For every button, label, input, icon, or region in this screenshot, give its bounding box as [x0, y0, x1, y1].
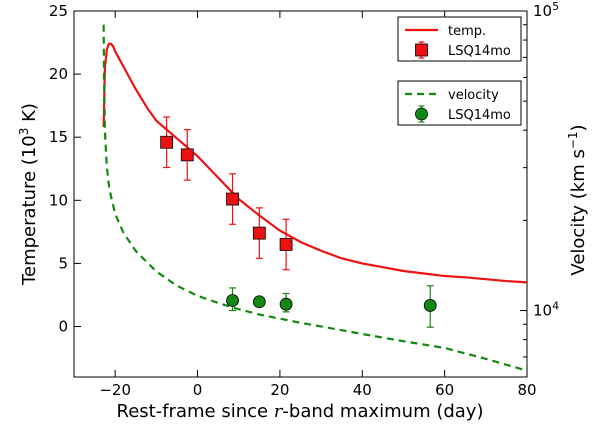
legend: temp. LSQ14mo velocity LSQ14mo — [397, 16, 522, 126]
legend-label: velocity — [448, 88, 499, 103]
axis-labels: Rest-frame since r-band maximum (day) Te… — [17, 103, 589, 422]
temperature-data-point — [180, 148, 194, 162]
axis-ticks: −20 0 20 40 60 80 0 5 10 15 20 25 104 105 — [49, 0, 559, 399]
legend-label: LSQ14mo — [448, 44, 511, 59]
plot-area-frame — [73, 10, 528, 378]
y-left-tick-label: 10 — [49, 191, 68, 209]
x-tick-label: 80 — [517, 381, 536, 399]
temperature-data-point — [226, 192, 239, 206]
velocity-data-point — [279, 297, 293, 311]
velocity-model-line — [102, 24, 527, 372]
y-axis-right-label: Velocity (km s−1) — [566, 124, 589, 275]
x-tick-label: −20 — [99, 381, 131, 399]
x-tick-label: 40 — [353, 381, 372, 399]
y-right-tick-label: 104 — [533, 299, 559, 320]
velocity-data-point — [252, 295, 266, 309]
y-left-tick-label: 15 — [49, 128, 68, 146]
temperature-data-point — [279, 238, 293, 251]
y-axis-left-label: Temperature (103 K) — [17, 103, 40, 286]
legend-circle-marker — [415, 107, 428, 121]
legend-label: temp. — [448, 24, 486, 39]
legend-label: LSQ14mo — [448, 108, 511, 123]
legend-square-marker — [415, 43, 428, 57]
x-tick-label: 20 — [270, 381, 289, 399]
temperature-data-point — [252, 226, 266, 240]
velocity-data-point — [226, 294, 239, 307]
y-left-tick-label: 20 — [49, 65, 68, 83]
x-tick-label: 60 — [435, 381, 454, 399]
y-left-tick-label: 25 — [49, 2, 68, 20]
data-series — [102, 24, 527, 372]
velocity-data-point — [423, 299, 437, 312]
y-left-tick-label: 0 — [58, 318, 68, 336]
y-right-tick-label: 105 — [533, 0, 559, 20]
x-tick-label: 0 — [193, 381, 203, 399]
temperature-data-point — [160, 135, 174, 149]
x-axis-label: Rest-frame since r-band maximum (day) — [117, 401, 484, 422]
y-left-tick-label: 5 — [58, 254, 68, 272]
